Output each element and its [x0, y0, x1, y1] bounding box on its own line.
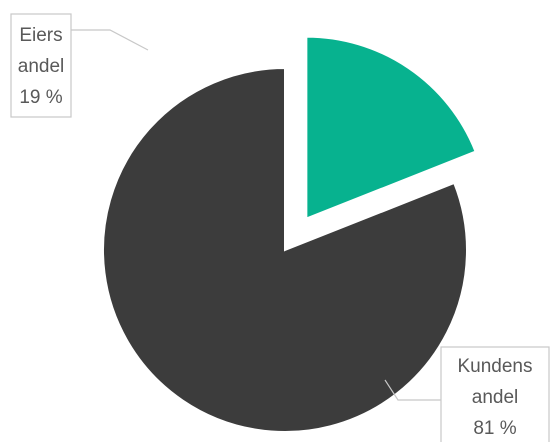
leader-lines — [71, 29, 441, 401]
slice-label-kundens-line1: Kundens — [457, 356, 532, 377]
pie-slice-eiers — [305, 35, 477, 221]
callout-box-eiers — [10, 13, 72, 118]
callout-kundens: Kundens andel 81 % — [440, 346, 550, 442]
slice-label-eiers-line1: Eiers — [19, 25, 62, 46]
callout-box-kundens — [440, 346, 550, 442]
leader-line-eiers — [71, 29, 149, 51]
slice-label-kundens-line3: 81 % — [473, 418, 516, 439]
slice-label-eiers-line3: 19 % — [19, 87, 62, 108]
leader-line-kundens — [384, 379, 441, 401]
slice-label-eiers-line2: andel — [18, 56, 65, 77]
pie-slices — [102, 35, 477, 433]
pie-slice-kundens — [102, 66, 468, 433]
slice-label-kundens-line2: andel — [472, 387, 519, 408]
callout-eiers: Eiers andel 19 % — [10, 13, 72, 118]
